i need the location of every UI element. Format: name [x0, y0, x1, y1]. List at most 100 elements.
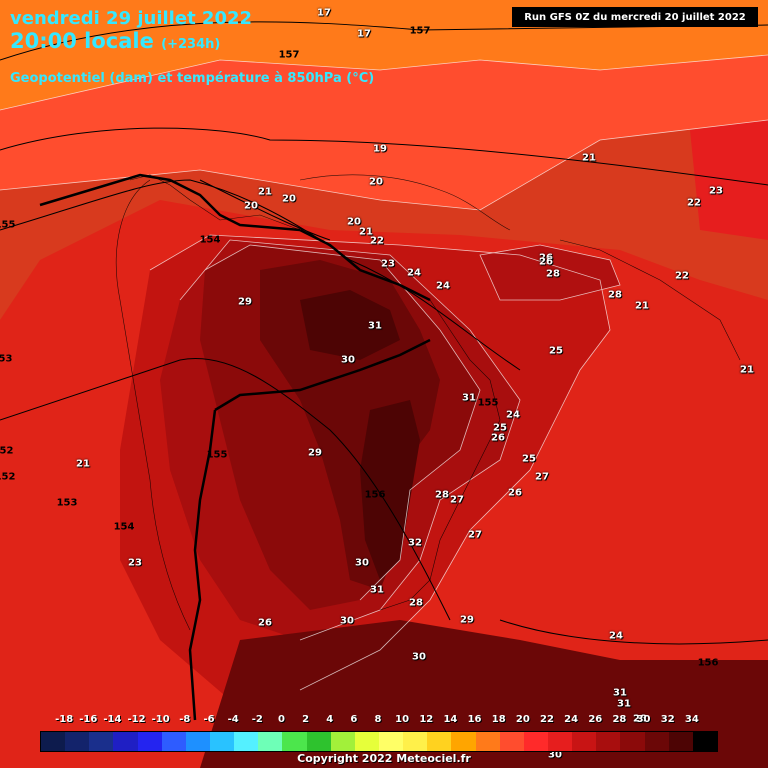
color-scale-swatch [403, 732, 428, 751]
temperature-label: 23 [128, 557, 142, 569]
color-scale-swatch [499, 732, 524, 751]
geopotential-label: 157 [409, 25, 431, 37]
color-scale-swatch [644, 732, 669, 751]
color-scale-swatch [620, 732, 645, 751]
temperature-label: 26 [539, 256, 553, 268]
geopotential-label: 152 [0, 471, 16, 483]
map-time-label: 20:00 locale [10, 29, 154, 53]
temperature-label: 28 [409, 597, 423, 609]
borders [39, 173, 431, 721]
geopotential-label: 157 [278, 49, 300, 61]
temperature-label: 32 [408, 537, 422, 549]
temperature-label: 30 [340, 615, 354, 627]
color-scale-swatch [596, 732, 621, 751]
legend-label: 6 [350, 714, 358, 725]
legend-label: 18 [491, 714, 506, 725]
geopotential-label: 154 [113, 521, 135, 533]
color-scale-swatch [65, 732, 90, 751]
temperature-label: 25 [522, 453, 536, 465]
legend-label: 4 [326, 714, 334, 725]
legend-label: -12 [127, 714, 146, 725]
temperature-label: 17 [317, 7, 331, 19]
legend-label: 2 [302, 714, 310, 725]
temperature-label: 25 [493, 422, 507, 434]
legend-label: 34 [684, 714, 699, 725]
temperature-label: 31 [462, 392, 476, 404]
temp-zone-32 [300, 290, 400, 360]
title-block: vendredi 29 juillet 2022 20:00 locale (+… [10, 8, 252, 57]
temperature-label: 21 [740, 364, 754, 376]
temperature-label: 20 [347, 216, 361, 228]
temperature-label: 21 [359, 226, 373, 238]
temperature-label: 21 [582, 152, 596, 164]
temperature-label: 25 [549, 345, 563, 357]
color-scale-swatch [161, 732, 186, 751]
color-scale-swatch [137, 732, 162, 751]
legend-label: 12 [419, 714, 434, 725]
geopotential-label: 155 [477, 397, 499, 409]
temp-zone-25 [480, 245, 620, 300]
geopotential-label: 155 [206, 449, 228, 461]
contour-lines [0, 54, 768, 691]
color-scale-bar [40, 731, 718, 752]
temperature-label: 31 [613, 687, 627, 699]
legend-label: -14 [103, 714, 122, 725]
color-scale-swatch [209, 732, 235, 751]
color-scale-swatch [258, 732, 283, 751]
color-scale-swatch [547, 732, 573, 751]
legend-label: 26 [588, 714, 603, 725]
geopotential-label: 156 [697, 657, 719, 669]
color-scale-swatch [113, 732, 138, 751]
color-scale-swatch [475, 732, 500, 751]
geopotential-label: 153 [56, 497, 78, 509]
color-scale-swatch [41, 732, 66, 751]
temperature-label: 28 [633, 713, 647, 725]
color-scale-swatch [523, 732, 548, 751]
legend-labels: -18 -16 -14 -12 -10 -8 -6 -4 -2 0 2 4 6 8 10 12 14 16 18 20… [40, 714, 716, 728]
legend-label: 8 [374, 714, 382, 725]
temperature-label: 30 [355, 557, 369, 569]
temperature-label: 17 [357, 28, 371, 40]
temperature-label: 27 [450, 494, 464, 506]
temperature-label: 24 [506, 409, 520, 421]
temp-zone-32 [360, 400, 420, 580]
color-scale-swatch [427, 732, 452, 751]
run-info: Run GFS 0Z du mercredi 20 juillet 2022 [512, 7, 758, 27]
temperature-label: 29 [460, 614, 474, 626]
legend-label: -4 [227, 714, 239, 725]
temperature-label: 30 [341, 354, 355, 366]
color-scale-swatch [330, 732, 355, 751]
legend-label: -6 [203, 714, 215, 725]
legend-label: -10 [151, 714, 170, 725]
temperature-label: 22 [370, 235, 384, 247]
temperature-label: 21 [635, 300, 649, 312]
geopotential-lines [0, 21, 768, 645]
color-scale-swatch [692, 732, 717, 751]
temperature-label: 26 [258, 617, 272, 629]
temperature-label: 21 [740, 364, 754, 376]
color-scale-swatch [185, 732, 210, 751]
legend-label: 28 [612, 714, 627, 725]
geopotential-label: 156 [364, 489, 386, 501]
temperature-label: 29 [308, 447, 322, 459]
temperature-label: 30 [548, 749, 562, 761]
color-scale-swatch [572, 732, 597, 751]
map-date: vendredi 29 juillet 2022 [10, 8, 253, 29]
temperature-label: 29 [238, 296, 252, 308]
temperature-label: 28 [608, 289, 622, 301]
legend-label: 16 [467, 714, 482, 725]
temperature-label: 28 [435, 489, 449, 501]
temp-zone-19 [0, 55, 768, 210]
temperature-label: 20 [244, 200, 258, 212]
legend-label: 0 [277, 714, 285, 725]
temperature-label: 21 [258, 186, 272, 198]
temperature-label: 31 [370, 584, 384, 596]
legend-label: 32 [660, 714, 675, 725]
temperature-label: 28 [546, 268, 560, 280]
map-time: 20:00 locale (+234h) [10, 29, 252, 57]
temperature-label: 21 [76, 458, 90, 470]
copyright: Copyright 2022 Meteociel.fr [297, 752, 471, 765]
legend-label: -8 [179, 714, 191, 725]
legend-label: 30 [636, 714, 651, 725]
